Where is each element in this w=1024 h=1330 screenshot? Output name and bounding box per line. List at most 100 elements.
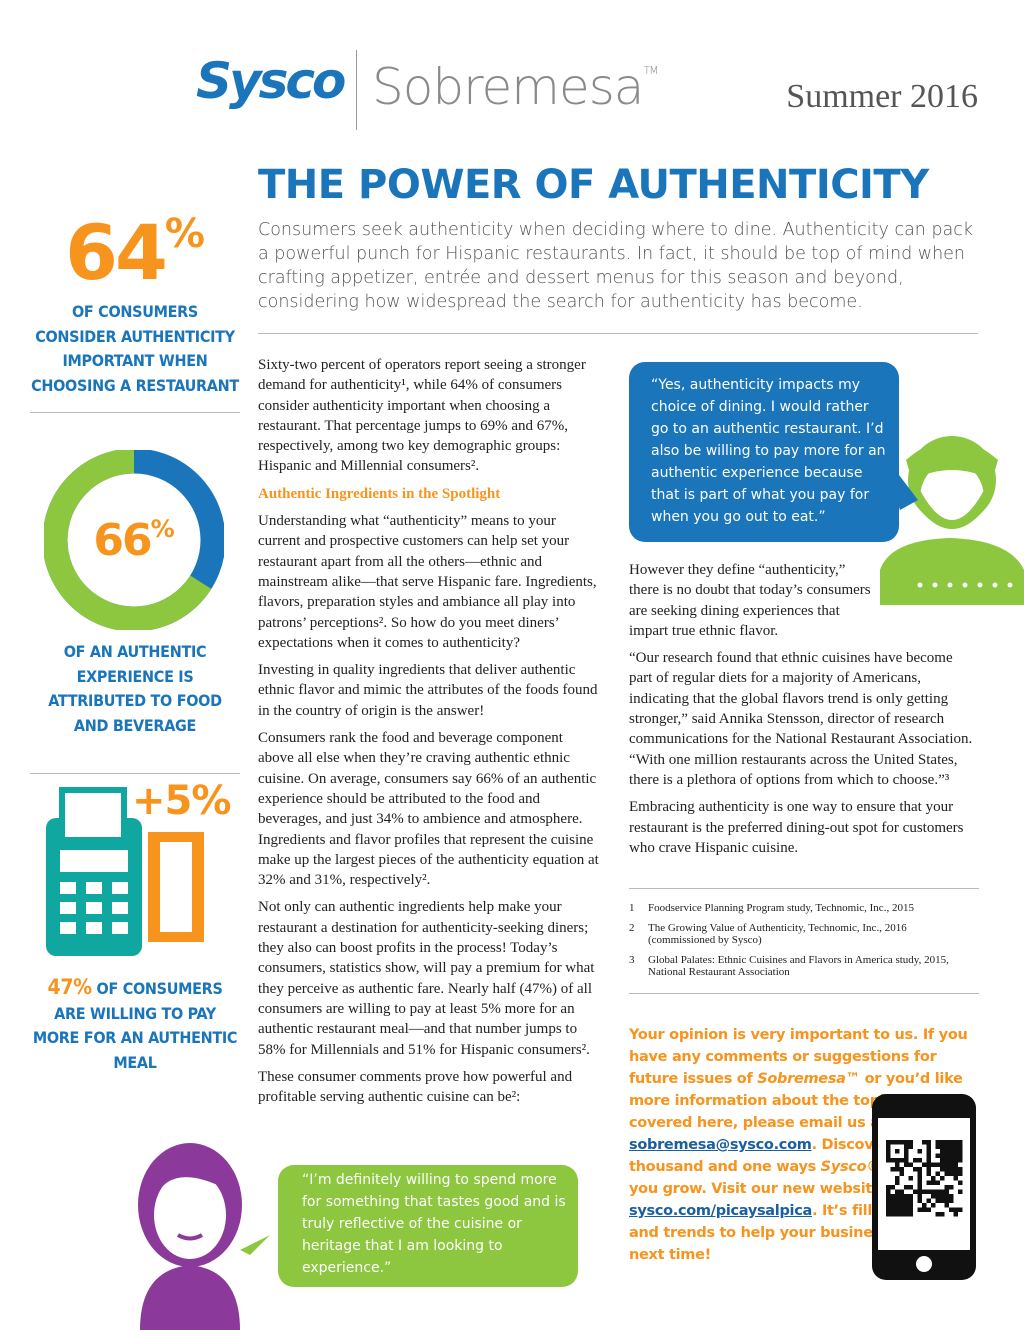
qr-cell <box>904 1203 909 1208</box>
qr-cell <box>886 1185 891 1190</box>
qr-cell <box>944 1167 949 1172</box>
paragraph: Not only can authentic ingredients help … <box>258 899 595 1058</box>
qr-cell <box>953 1153 958 1158</box>
qr-cell <box>949 1158 954 1163</box>
qr-cell <box>899 1194 904 1199</box>
qr-cell <box>886 1212 891 1217</box>
qr-cell <box>949 1207 954 1212</box>
qr-cell <box>926 1167 931 1172</box>
paragraph: These consumer comments prove how powerf… <box>258 1068 573 1106</box>
qr-cell <box>904 1158 909 1163</box>
qr-cell <box>949 1185 954 1190</box>
qr-cell <box>886 1203 891 1208</box>
qr-cell <box>890 1194 895 1199</box>
qr-cell <box>958 1167 963 1172</box>
qr-cell <box>926 1144 931 1149</box>
qr-cell <box>949 1153 954 1158</box>
qr-cell <box>886 1153 891 1158</box>
stat-unit: % <box>150 515 175 543</box>
qr-cell <box>926 1140 931 1145</box>
qr-cell <box>908 1140 913 1145</box>
quote-bubble: “Yes, authenticity impacts my choice of … <box>629 362 899 542</box>
qr-cell <box>890 1140 895 1145</box>
qr-cell <box>940 1144 945 1149</box>
qr-cell <box>890 1198 895 1203</box>
qr-cell <box>940 1149 945 1154</box>
qr-cell <box>922 1162 927 1167</box>
closing-text: sobremesa@sysco.com <box>629 1137 812 1153</box>
paragraph: However they define “authenticity,” ther… <box>629 562 871 639</box>
qr-cell <box>904 1149 909 1154</box>
closing-text: Sysco® <box>820 1159 881 1175</box>
qr-cell <box>922 1189 927 1194</box>
donut-arc <box>44 450 224 630</box>
qr-cell <box>931 1176 936 1181</box>
qr-cell <box>895 1140 900 1145</box>
qr-cell <box>908 1185 913 1190</box>
column-2: However they define “authenticity,” ther… <box>629 560 979 865</box>
qr-cell <box>908 1194 913 1199</box>
qr-cell <box>931 1203 936 1208</box>
qr-cell <box>913 1158 918 1163</box>
rule <box>629 993 979 994</box>
qr-cell <box>904 1140 909 1145</box>
paragraph: Investing in quality ingredients that de… <box>258 662 598 719</box>
qr-cell <box>917 1167 922 1172</box>
stat-66: 66% <box>44 515 224 566</box>
qr-cell <box>935 1189 940 1194</box>
qr-cell <box>926 1158 931 1163</box>
qr-cell <box>904 1198 909 1203</box>
qr-cell <box>949 1162 954 1167</box>
qr-cell <box>899 1158 904 1163</box>
qr-cell <box>890 1212 895 1217</box>
qr-cell <box>953 1171 958 1176</box>
footnote-text: Global Palates: Ethnic Cuisines and Flav… <box>648 954 949 978</box>
qr-cell <box>953 1207 958 1212</box>
qr-cell <box>935 1212 940 1217</box>
qr-cell <box>944 1153 949 1158</box>
qr-cell <box>958 1144 963 1149</box>
qr-cell <box>926 1198 931 1203</box>
qr-cell <box>895 1207 900 1212</box>
qr-cell <box>944 1162 949 1167</box>
issue: Summer 2016 <box>786 78 978 115</box>
footnote: 3 Global Palates: Ethnic Cuisines and Fla… <box>629 954 949 978</box>
qr-cell <box>908 1207 913 1212</box>
register-icon <box>46 787 204 956</box>
qr-cell <box>944 1171 949 1176</box>
qr-cell <box>899 1140 904 1145</box>
paragraph: Consumers rank the food and beverage com… <box>258 730 599 889</box>
qr-cell <box>886 1149 891 1154</box>
qr-cell <box>899 1171 904 1176</box>
footnote-number: 1 <box>629 902 635 914</box>
qr-cell <box>926 1162 931 1167</box>
footnote-number: 3 <box>629 954 635 966</box>
rule <box>30 412 240 413</box>
qr-cell <box>949 1144 954 1149</box>
qr-cell <box>895 1203 900 1208</box>
qr-cell <box>944 1144 949 1149</box>
qr-cell <box>899 1189 904 1194</box>
qr-cell <box>944 1158 949 1163</box>
qr-cell <box>935 1194 940 1199</box>
product: SobremesaTM <box>372 58 659 116</box>
intro: Consumers seek authenticity when decidin… <box>258 220 974 312</box>
footnote: 1 Foodservice Planning Program study, Tec… <box>629 902 949 914</box>
qr-cell <box>904 1207 909 1212</box>
product-name: Sobremesa <box>372 58 644 116</box>
qr-cell <box>899 1167 904 1172</box>
qr-cell <box>935 1144 940 1149</box>
qr-cell <box>940 1167 945 1172</box>
stat-number: 66 <box>93 515 152 566</box>
qr-cell <box>935 1180 940 1185</box>
qr-cell <box>917 1198 922 1203</box>
qr-cell <box>890 1207 895 1212</box>
qr-cell <box>917 1185 922 1190</box>
qr-cell <box>899 1207 904 1212</box>
footnote-text: The Growing Value of Authenticity, Techn… <box>648 922 907 946</box>
qr-cell <box>926 1149 931 1154</box>
caption-text: OF CONSUMERS ARE WILLING TO PAY MORE FOR… <box>32 979 238 1072</box>
qr-cell <box>895 1149 900 1154</box>
qr-cell <box>895 1158 900 1163</box>
